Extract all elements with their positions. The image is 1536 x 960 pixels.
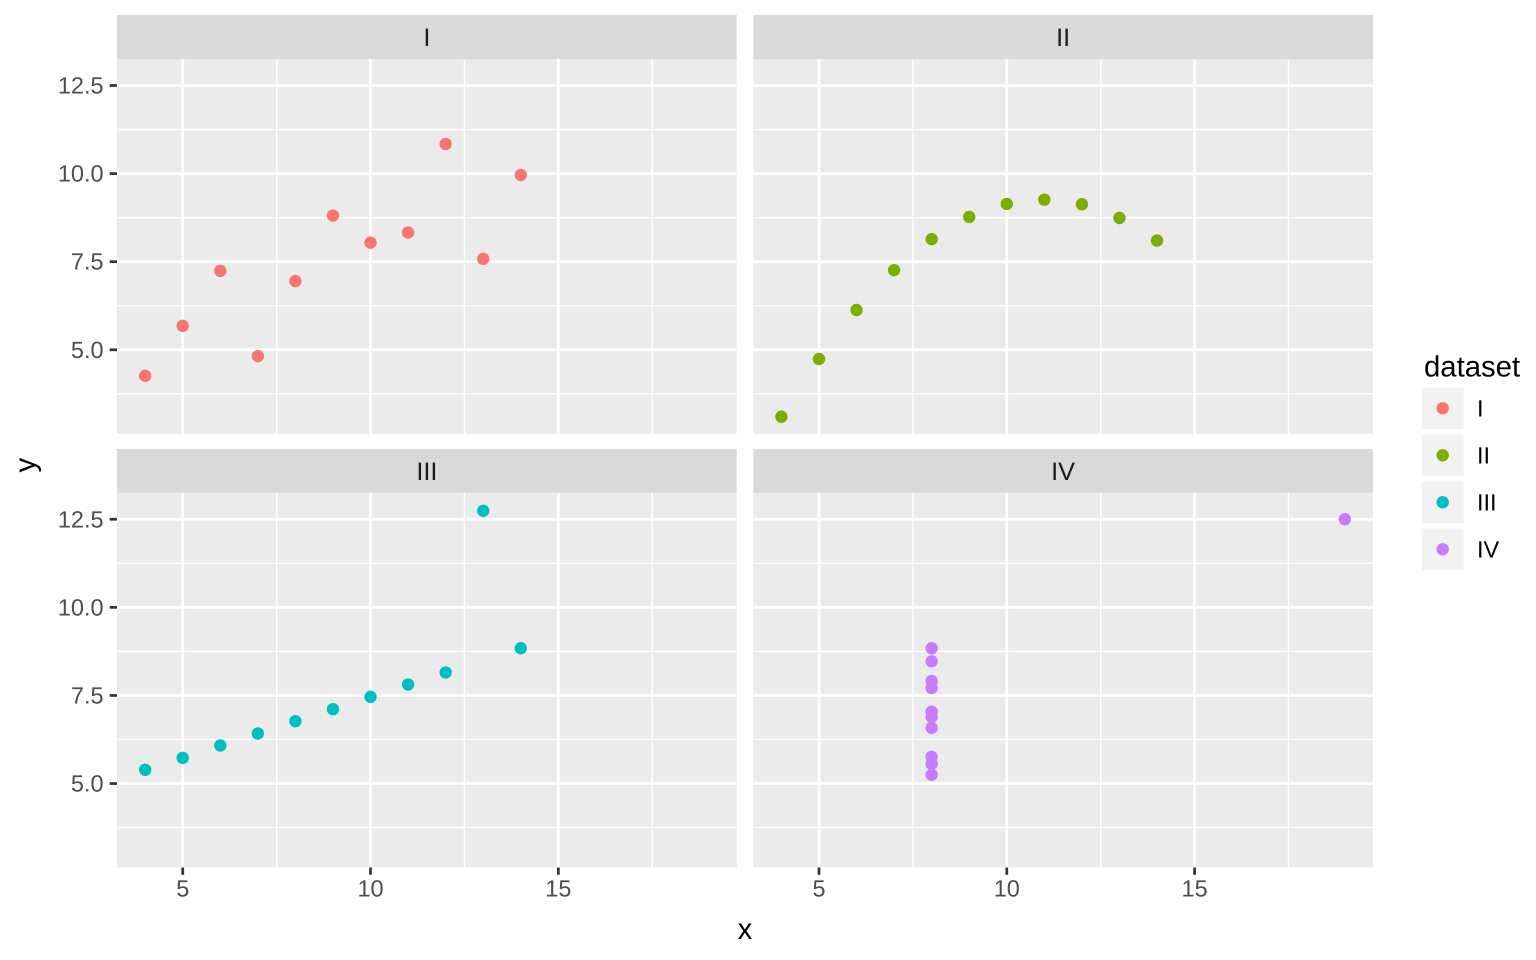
svg-text:III: III bbox=[416, 458, 437, 486]
svg-text:15: 15 bbox=[1182, 875, 1208, 901]
svg-text:x: x bbox=[738, 913, 753, 946]
svg-text:12.5: 12.5 bbox=[58, 73, 104, 99]
svg-text:III: III bbox=[1477, 489, 1497, 515]
svg-text:I: I bbox=[423, 24, 430, 52]
svg-text:IV: IV bbox=[1051, 458, 1075, 486]
svg-text:y: y bbox=[9, 458, 42, 473]
svg-text:II: II bbox=[1056, 24, 1070, 52]
svg-text:5.0: 5.0 bbox=[71, 771, 104, 797]
svg-text:12.5: 12.5 bbox=[58, 506, 104, 532]
svg-text:7.5: 7.5 bbox=[71, 682, 104, 708]
svg-text:7.5: 7.5 bbox=[71, 249, 104, 275]
svg-text:10: 10 bbox=[994, 875, 1020, 901]
svg-text:5: 5 bbox=[812, 875, 825, 901]
svg-text:I: I bbox=[1477, 395, 1484, 421]
svg-text:10.0: 10.0 bbox=[58, 594, 104, 620]
svg-text:II: II bbox=[1477, 442, 1490, 468]
svg-text:10.0: 10.0 bbox=[58, 161, 104, 187]
svg-text:5: 5 bbox=[176, 875, 189, 901]
svg-text:10: 10 bbox=[357, 875, 383, 901]
svg-text:15: 15 bbox=[545, 875, 571, 901]
svg-text:dataset: dataset bbox=[1424, 351, 1520, 384]
svg-text:5.0: 5.0 bbox=[71, 337, 104, 363]
svg-text:IV: IV bbox=[1477, 536, 1500, 562]
